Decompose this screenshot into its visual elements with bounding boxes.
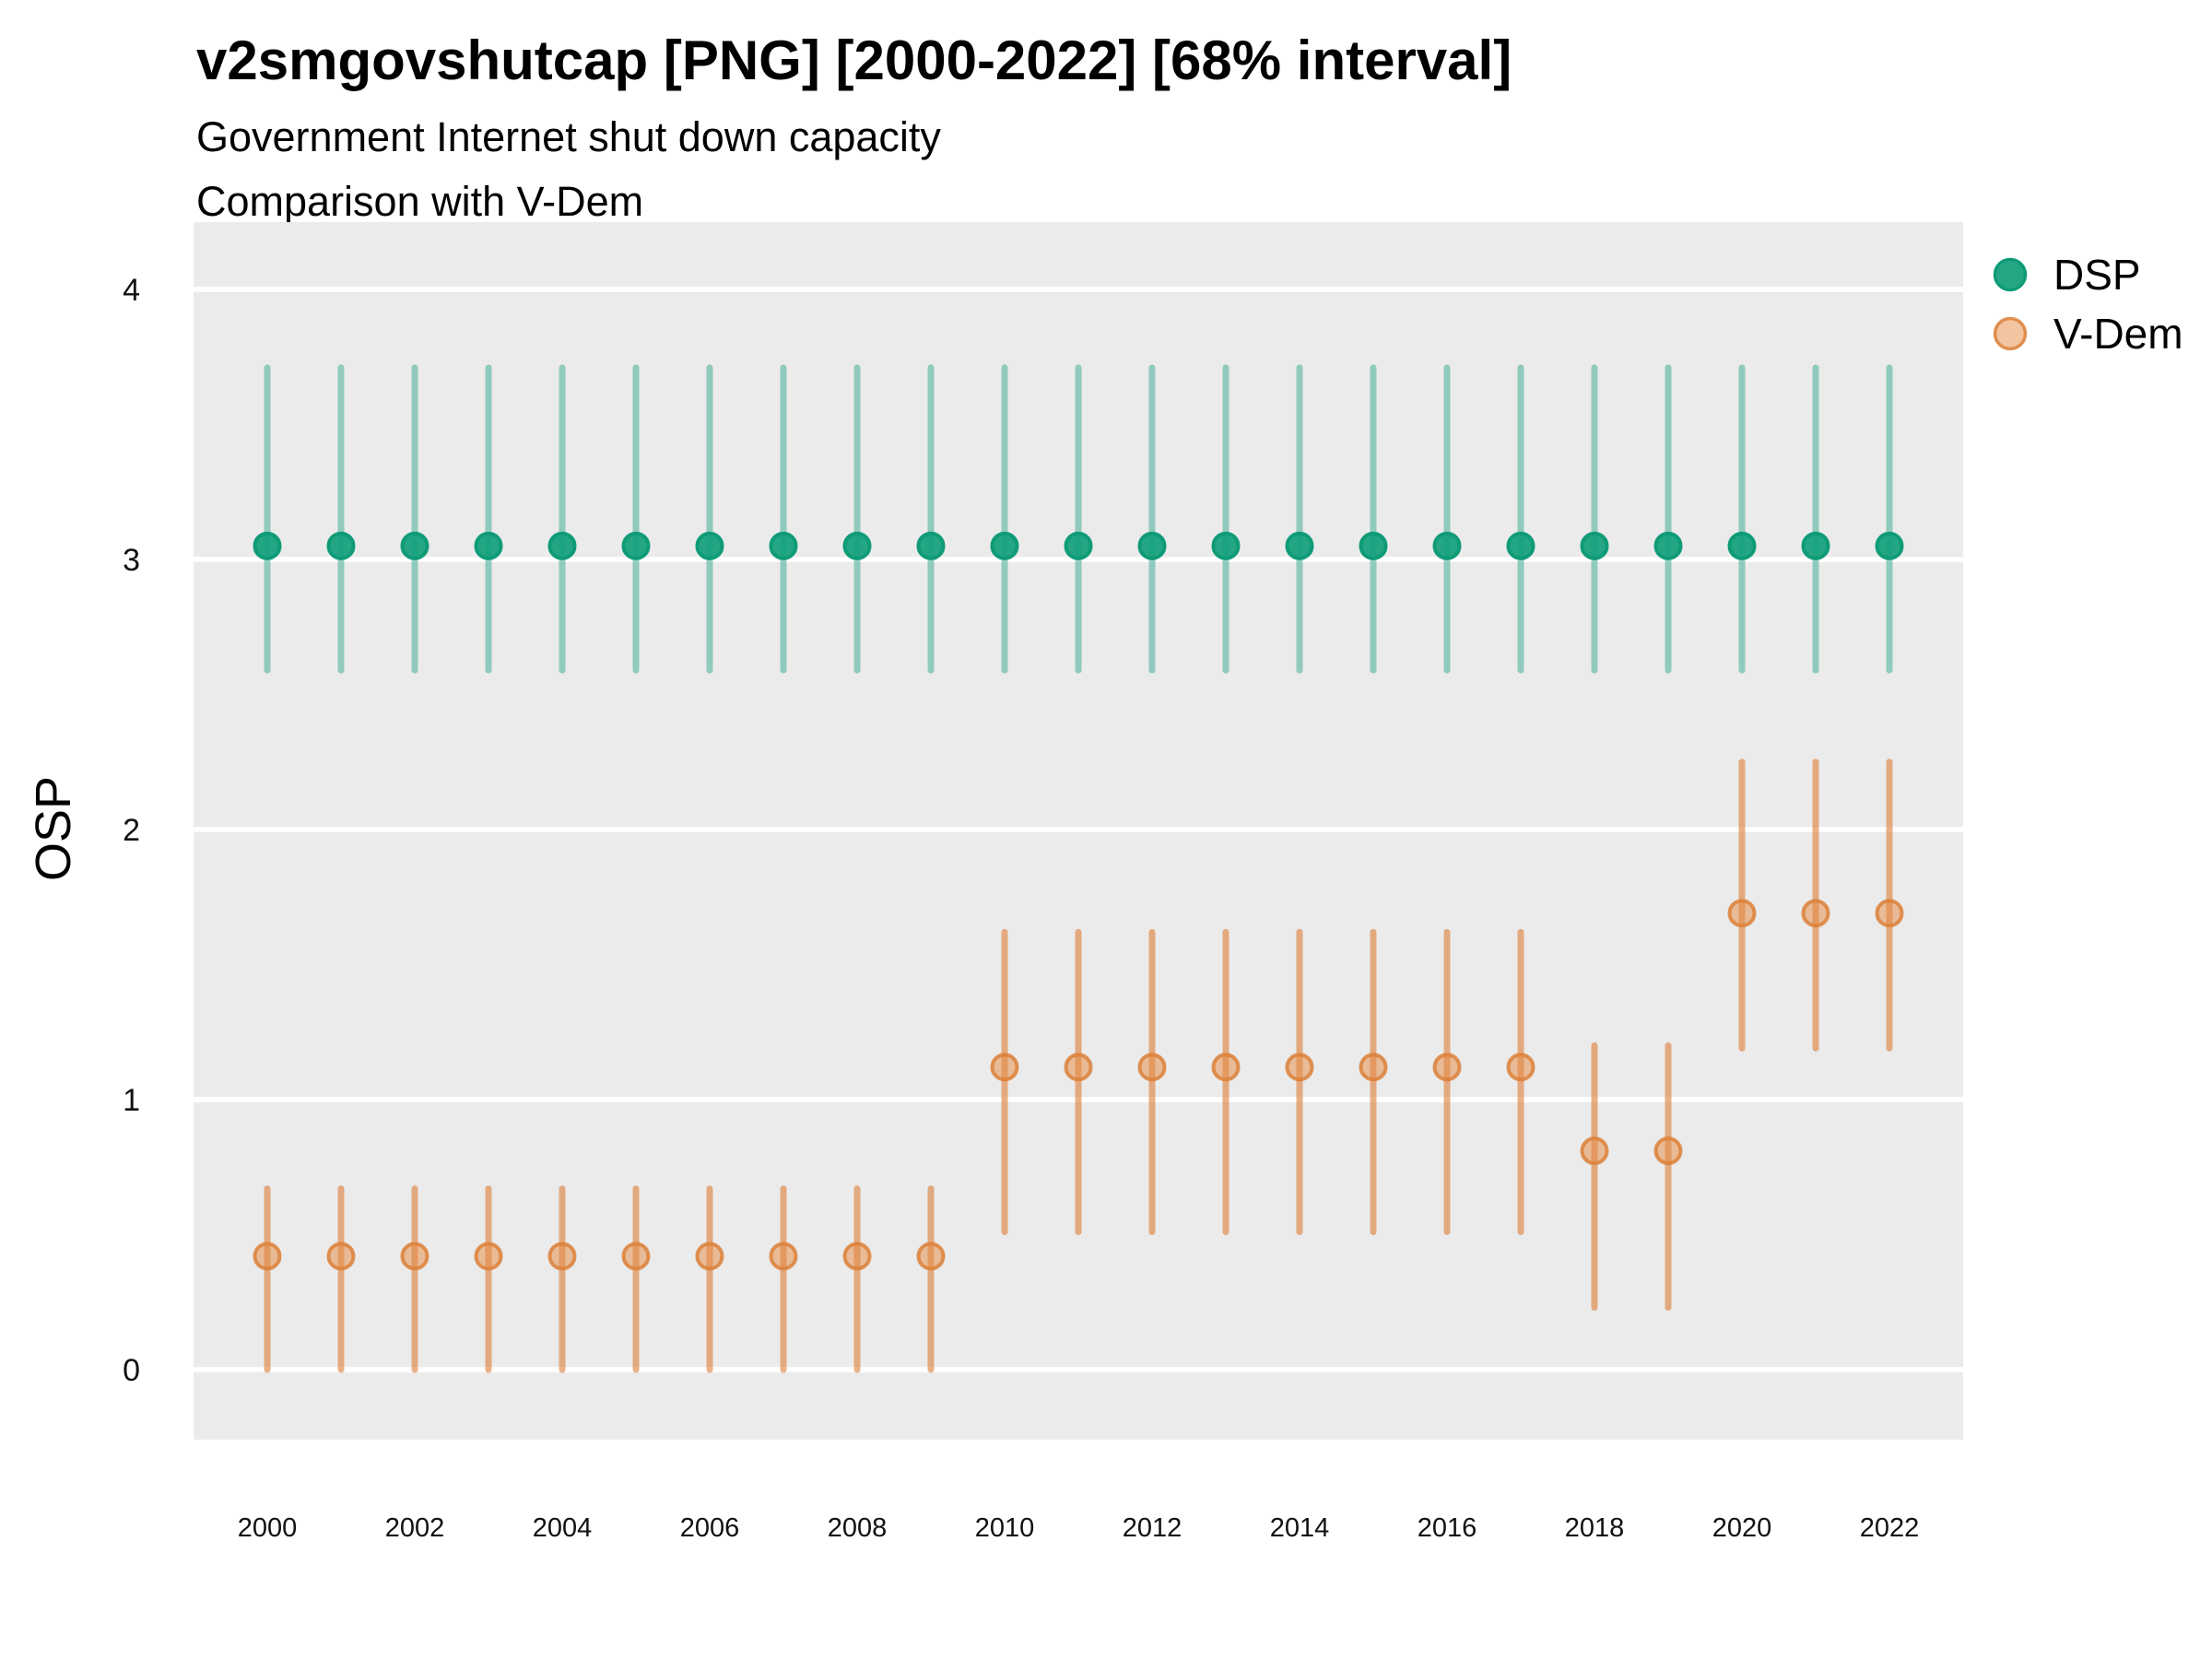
legend-marker-dsp <box>1993 257 2028 292</box>
dsp-point-2011 <box>1064 531 1093 560</box>
y-tick-label-1: 1 <box>123 1083 140 1118</box>
dsp-point-2012 <box>1137 531 1167 560</box>
vdem-point-2019 <box>1653 1136 1683 1166</box>
vdem-point-2010 <box>990 1053 1019 1082</box>
dsp-point-2009 <box>916 531 946 560</box>
vdem-point-2018 <box>1580 1136 1609 1166</box>
legend-label-dsp: DSP <box>2053 251 2141 299</box>
dsp-point-2014 <box>1285 531 1314 560</box>
dsp-point-2005 <box>621 531 651 560</box>
dsp-point-2006 <box>695 531 724 560</box>
x-tick-label-2022: 2022 <box>1860 1513 1920 1543</box>
dsp-point-2007 <box>769 531 798 560</box>
x-tick-label-2014: 2014 <box>1270 1513 1330 1543</box>
dsp-point-2001 <box>326 531 356 560</box>
vdem-point-2008 <box>842 1241 872 1271</box>
dsp-point-2022 <box>1875 531 1904 560</box>
vdem-point-2014 <box>1285 1053 1314 1082</box>
legend-marker-vdem <box>1993 316 2028 351</box>
x-tick-label-2000: 2000 <box>238 1513 298 1543</box>
dsp-point-2013 <box>1211 531 1241 560</box>
dsp-point-2004 <box>547 531 577 560</box>
chart-subtitle-line2: Comparison with V-Dem <box>196 178 644 225</box>
x-tick-label-2002: 2002 <box>385 1513 445 1543</box>
x-tick-label-2004: 2004 <box>533 1513 593 1543</box>
vdem-point-2013 <box>1211 1053 1241 1082</box>
dsp-point-2018 <box>1580 531 1609 560</box>
vdem-point-2021 <box>1801 899 1830 928</box>
dsp-point-2000 <box>253 531 282 560</box>
y-tick-label-2: 2 <box>123 813 140 848</box>
vdem-point-2003 <box>474 1241 503 1271</box>
chart-title: v2smgovshutcap [PNG] [2000-2022] [68% in… <box>196 29 1512 91</box>
vdem-point-2007 <box>769 1241 798 1271</box>
x-tick-label-2008: 2008 <box>828 1513 888 1543</box>
dsp-point-2017 <box>1506 531 1535 560</box>
vdem-point-2022 <box>1875 899 1904 928</box>
y-tick-label-4: 4 <box>123 273 140 308</box>
chart-subtitle-line1: Government Internet shut down capacity <box>196 113 941 160</box>
vdem-point-2009 <box>916 1241 946 1271</box>
vdem-point-2002 <box>400 1241 429 1271</box>
x-tick-label-2016: 2016 <box>1418 1513 1477 1543</box>
vdem-point-2017 <box>1506 1053 1535 1082</box>
dsp-point-2008 <box>842 531 872 560</box>
dsp-point-2019 <box>1653 531 1683 560</box>
vdem-point-2011 <box>1064 1053 1093 1082</box>
x-tick-label-2006: 2006 <box>680 1513 740 1543</box>
x-tick-label-2010: 2010 <box>975 1513 1035 1543</box>
vdem-point-2004 <box>547 1241 577 1271</box>
dsp-point-2015 <box>1359 531 1388 560</box>
dsp-point-2003 <box>474 531 503 560</box>
vdem-point-2020 <box>1727 899 1757 928</box>
vdem-point-2006 <box>695 1241 724 1271</box>
y-tick-label-0: 0 <box>123 1353 140 1388</box>
vdem-point-2005 <box>621 1241 651 1271</box>
dsp-point-2020 <box>1727 531 1757 560</box>
vdem-point-2000 <box>253 1241 282 1271</box>
vdem-point-2015 <box>1359 1053 1388 1082</box>
dsp-point-2021 <box>1801 531 1830 560</box>
x-tick-label-2018: 2018 <box>1565 1513 1625 1543</box>
x-tick-label-2012: 2012 <box>1123 1513 1182 1543</box>
vdem-point-2001 <box>326 1241 356 1271</box>
legend-label-vdem: V-Dem <box>2053 310 2183 358</box>
vdem-point-2016 <box>1432 1053 1462 1082</box>
dsp-point-2016 <box>1432 531 1462 560</box>
vdem-point-2012 <box>1137 1053 1167 1082</box>
legend: DSP V-Dem <box>1993 251 2183 358</box>
dsp-point-2010 <box>990 531 1019 560</box>
x-tick-label-2020: 2020 <box>1712 1513 1772 1543</box>
y-tick-label-3: 3 <box>123 543 140 578</box>
dsp-point-2002 <box>400 531 429 560</box>
